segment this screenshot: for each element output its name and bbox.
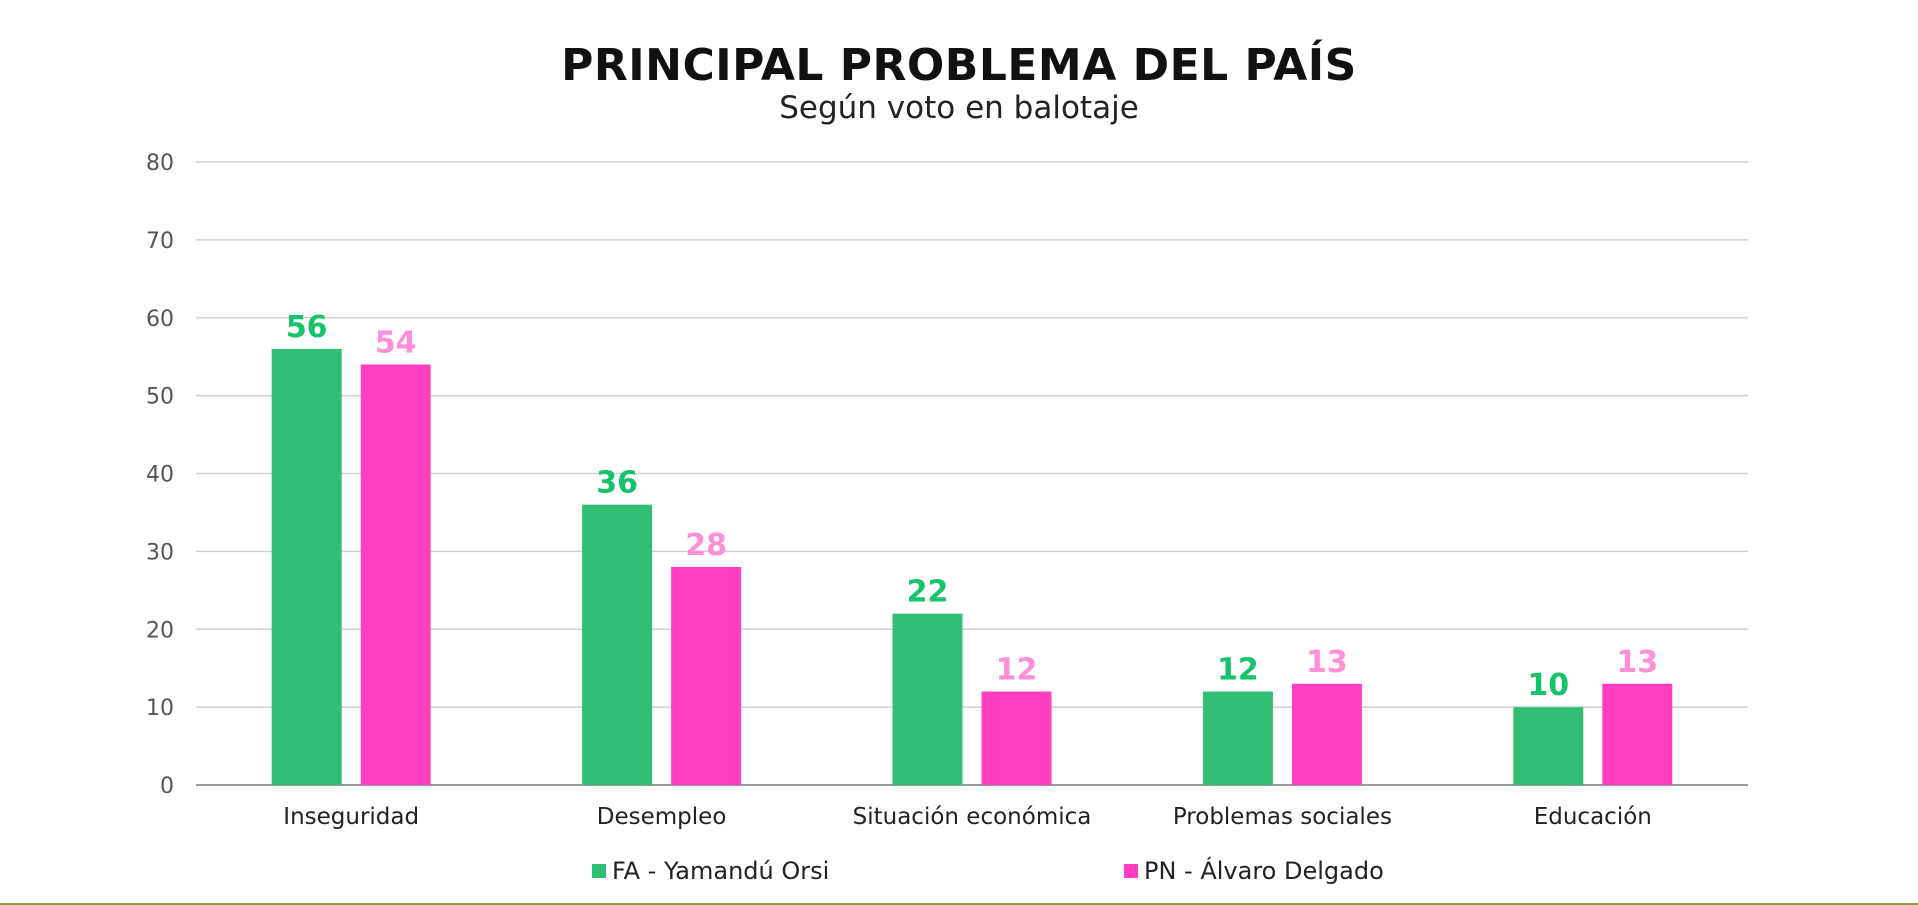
legend-label-pn: PN - Álvaro Delgado bbox=[1144, 857, 1384, 885]
x-tick-label: Desempleo bbox=[597, 804, 727, 830]
y-tick-label: 70 bbox=[146, 229, 174, 254]
bar-fa bbox=[271, 348, 342, 785]
y-tick-label: 40 bbox=[146, 463, 174, 488]
y-tick-label: 50 bbox=[146, 385, 174, 410]
data-label-fa: 36 bbox=[596, 466, 638, 501]
x-tick-label: Situación económica bbox=[853, 804, 1092, 830]
bar-fa bbox=[892, 613, 963, 785]
x-tick-label: Problemas sociales bbox=[1173, 804, 1392, 830]
legend-item-pn: PN - Álvaro Delgado bbox=[1124, 856, 1384, 886]
y-tick-label: 60 bbox=[146, 307, 174, 332]
data-label-pn: 13 bbox=[1616, 645, 1658, 680]
bar-pn bbox=[671, 566, 742, 785]
x-tick-label: Educación bbox=[1534, 804, 1652, 830]
data-label-pn: 28 bbox=[685, 528, 727, 563]
bar-pn bbox=[360, 364, 431, 785]
bottom-rule bbox=[0, 903, 1918, 905]
bar-fa bbox=[1202, 691, 1273, 785]
data-label-pn: 12 bbox=[996, 653, 1038, 688]
legend-swatch-pn bbox=[1124, 864, 1138, 878]
bar-pn bbox=[1291, 683, 1362, 785]
data-label-fa: 22 bbox=[907, 575, 949, 610]
data-label-fa: 12 bbox=[1217, 653, 1259, 688]
data-label-fa: 56 bbox=[286, 310, 328, 345]
y-tick-label: 0 bbox=[160, 774, 174, 799]
bar-fa bbox=[1513, 707, 1584, 785]
data-label-pn: 13 bbox=[1306, 645, 1348, 680]
chart-title: PRINCIPAL PROBLEMA DEL PAÍS bbox=[561, 40, 1357, 91]
y-tick-label: 20 bbox=[146, 618, 174, 643]
bar-fa bbox=[582, 504, 653, 785]
x-tick-label: Inseguridad bbox=[283, 804, 419, 830]
legend-swatch-fa bbox=[592, 864, 606, 878]
data-label-pn: 54 bbox=[375, 325, 417, 360]
data-label-fa: 10 bbox=[1527, 668, 1569, 703]
bar-pn bbox=[981, 691, 1052, 785]
y-tick-label: 30 bbox=[146, 540, 174, 565]
y-tick-label: 80 bbox=[146, 151, 174, 176]
chart-subtitle: Según voto en balotaje bbox=[779, 90, 1139, 126]
bar-pn bbox=[1602, 683, 1673, 785]
legend-item-fa: FA - Yamandú Orsi bbox=[592, 856, 829, 886]
legend-label-fa: FA - Yamandú Orsi bbox=[612, 857, 830, 885]
y-tick-label: 10 bbox=[146, 696, 174, 721]
